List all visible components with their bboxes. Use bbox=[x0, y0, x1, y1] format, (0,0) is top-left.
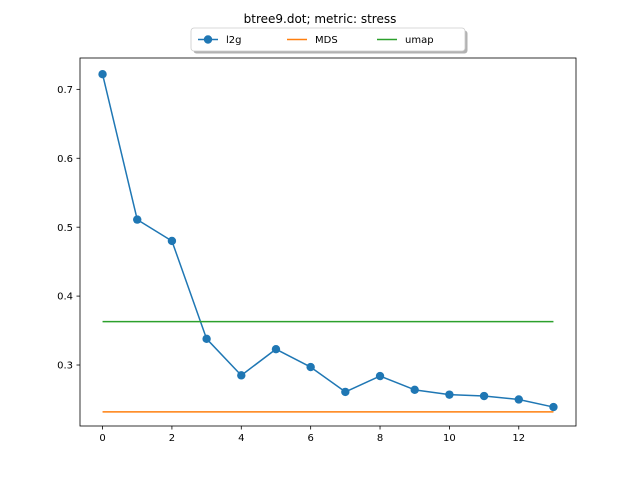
data-point-l2g bbox=[341, 387, 350, 397]
series-line-l2g bbox=[101, 74, 554, 408]
y-tick-label: 0.3 bbox=[57, 361, 73, 372]
data-point-l2g bbox=[133, 215, 142, 224]
data-point-l2g bbox=[410, 385, 419, 395]
data-point-l2g bbox=[237, 371, 246, 380]
data-point-l2g bbox=[202, 334, 211, 344]
plot-area: 0 2 4 6 8 10 12 0.3 0.4 0.5 0.6 0.7 bbox=[57, 57, 577, 444]
legend-label-mds: MDS bbox=[315, 35, 338, 46]
data-point-l2g bbox=[479, 391, 489, 401]
data-point-l2g bbox=[306, 362, 315, 372]
x-tick-label: 6 bbox=[307, 433, 313, 444]
legend-marker-l2g bbox=[203, 35, 213, 44]
y-tick-label: 0.4 bbox=[57, 292, 73, 303]
x-tick-label: 4 bbox=[238, 433, 244, 444]
x-tick-label: 10 bbox=[443, 433, 456, 444]
legend: l2g MDS umap bbox=[190, 27, 468, 54]
y-tick-label: 0.7 bbox=[57, 85, 73, 96]
chart-title: btree9.dot; metric: stress bbox=[244, 12, 397, 26]
y-tick-label: 0.5 bbox=[57, 223, 73, 234]
data-point-l2g bbox=[514, 395, 523, 404]
x-tick-label: 2 bbox=[169, 433, 175, 444]
legend-box bbox=[190, 27, 466, 52]
data-point-l2g bbox=[271, 344, 281, 354]
legend-label-umap: umap bbox=[405, 35, 434, 46]
axes-frame bbox=[79, 57, 577, 427]
data-point-l2g bbox=[375, 371, 385, 381]
data-point-l2g bbox=[549, 402, 558, 412]
x-tick-label: 12 bbox=[512, 433, 525, 444]
legend-label-l2g: l2g bbox=[226, 35, 242, 46]
x-tick-label: 0 bbox=[99, 433, 105, 444]
data-point-l2g bbox=[167, 236, 177, 246]
x-tick-label: 8 bbox=[377, 433, 383, 444]
data-point-l2g bbox=[98, 69, 107, 79]
y-tick-label: 0.6 bbox=[57, 154, 73, 165]
data-point-l2g bbox=[445, 390, 454, 399]
